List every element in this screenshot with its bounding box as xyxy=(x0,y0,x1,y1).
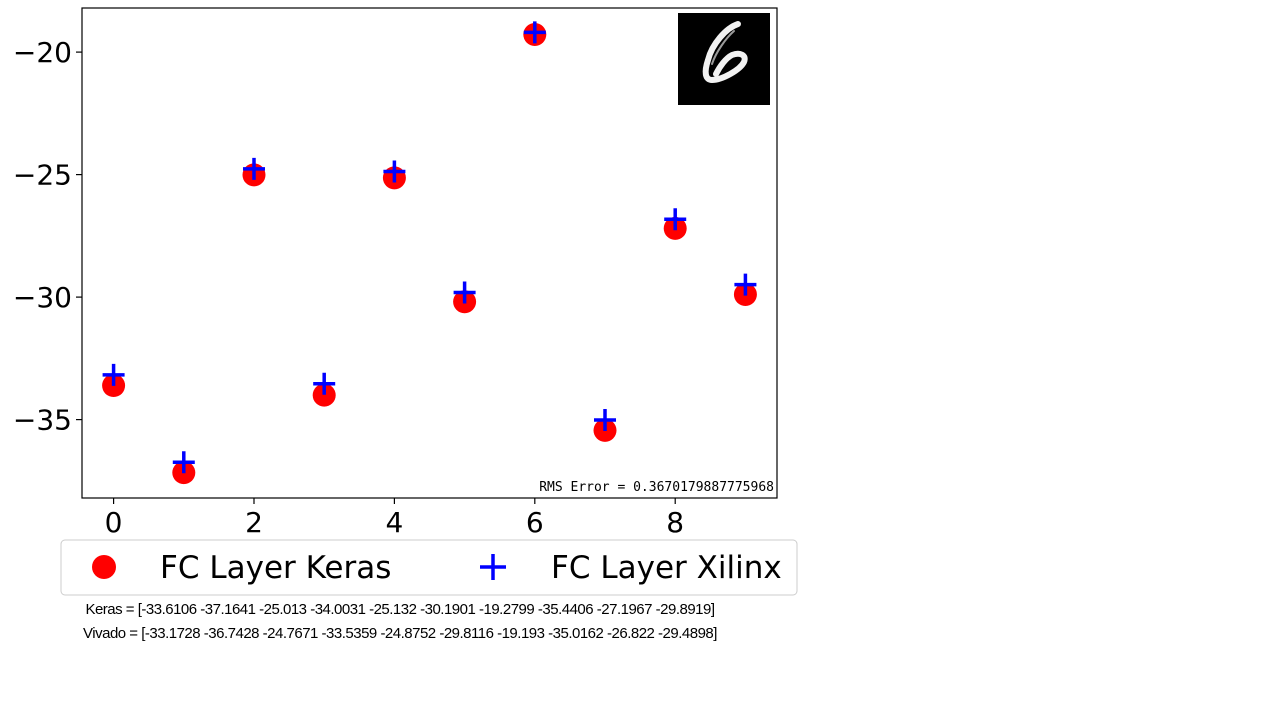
xilinx-point xyxy=(523,21,546,44)
xilinx-point xyxy=(594,408,617,431)
legend-xilinx-label: FC Layer Xilinx xyxy=(551,550,782,586)
vivado-values-line: Vivado = [-33.1728 -36.7428 -24.7671 -33… xyxy=(83,625,717,642)
rms-error-annotation: RMS Error = 0.3670179887775968 xyxy=(539,480,774,495)
x-axis: 0 2 4 6 8 xyxy=(105,498,684,539)
y-tick-label: −35 xyxy=(13,404,72,437)
keras-values-line: Keras = [-33.6106 -37.1641 -25.013 -34.0… xyxy=(85,601,715,618)
keras-point xyxy=(312,383,336,407)
legend-frame xyxy=(60,539,798,596)
y-tick-label: −25 xyxy=(13,159,72,192)
inset-digit-image xyxy=(678,13,770,105)
plot-area xyxy=(81,7,778,499)
legend: FC Layer Keras FC Layer Xilinx xyxy=(60,539,798,596)
xilinx-point xyxy=(383,160,406,183)
xilinx-point xyxy=(172,451,195,474)
y-tick-label: −20 xyxy=(13,36,72,69)
xilinx-point xyxy=(734,273,757,296)
xilinx-point xyxy=(453,281,476,304)
legend-xilinx-marker xyxy=(480,554,506,580)
xilinx-point xyxy=(664,208,687,231)
legend-keras-label: FC Layer Keras xyxy=(160,550,391,586)
x-tick-label: 8 xyxy=(666,506,684,539)
xilinx-point xyxy=(313,372,336,395)
x-tick-label: 2 xyxy=(245,506,263,539)
series-xilinx xyxy=(102,21,757,474)
y-tick-label: −30 xyxy=(13,281,72,314)
x-tick-label: 6 xyxy=(526,506,544,539)
x-tick-label: 0 xyxy=(105,506,123,539)
y-axis: −20 −25 −30 −35 xyxy=(13,36,82,437)
legend-keras-marker xyxy=(92,555,116,579)
x-tick-label: 4 xyxy=(385,506,403,539)
xilinx-point xyxy=(102,363,125,386)
xilinx-point xyxy=(242,157,265,180)
